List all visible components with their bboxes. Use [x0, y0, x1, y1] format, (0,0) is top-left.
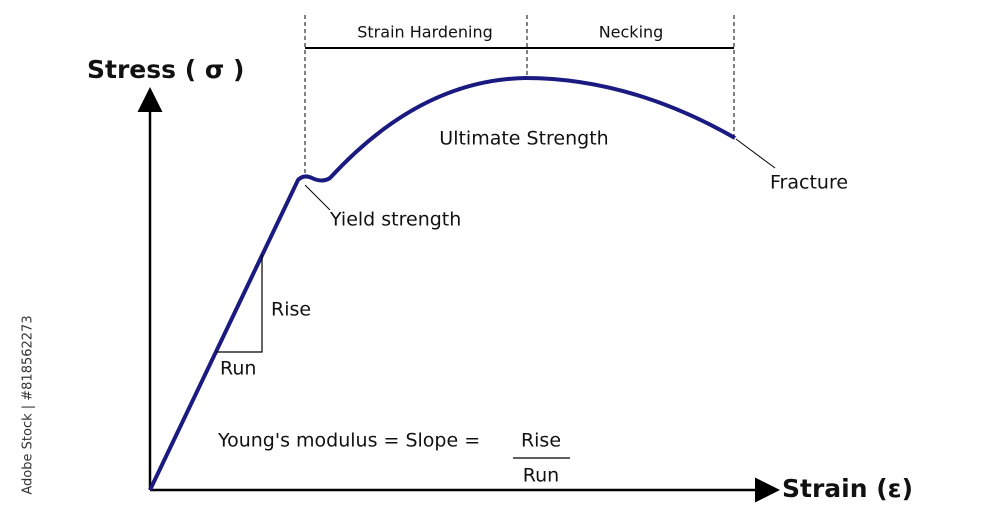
- y-axis-label: Stress ( σ ): [87, 55, 244, 84]
- slope-triangle: [216, 255, 263, 353]
- ultimate-label: Ultimate Strength: [439, 128, 608, 150]
- run-label: Run: [220, 358, 256, 380]
- rise-label: Rise: [271, 299, 311, 321]
- formula-denominator: Run: [523, 465, 559, 487]
- leader-line: [304, 184, 331, 211]
- watermark: Adobe Stock | #818562273: [21, 315, 36, 494]
- formula-numerator: Rise: [521, 430, 561, 452]
- yield-label: Yield strength: [329, 209, 461, 231]
- x-axis-label: Strain (ε): [782, 474, 913, 503]
- fracture-label: Fracture: [770, 172, 848, 194]
- region-label: Strain Hardening: [357, 23, 493, 42]
- region-guides: [304, 15, 735, 178]
- leader-line: [735, 138, 776, 169]
- region-label: Necking: [599, 23, 664, 42]
- formula-lhs: Young's modulus = Slope =: [217, 430, 480, 452]
- stress-strain-curve: [148, 75, 736, 491]
